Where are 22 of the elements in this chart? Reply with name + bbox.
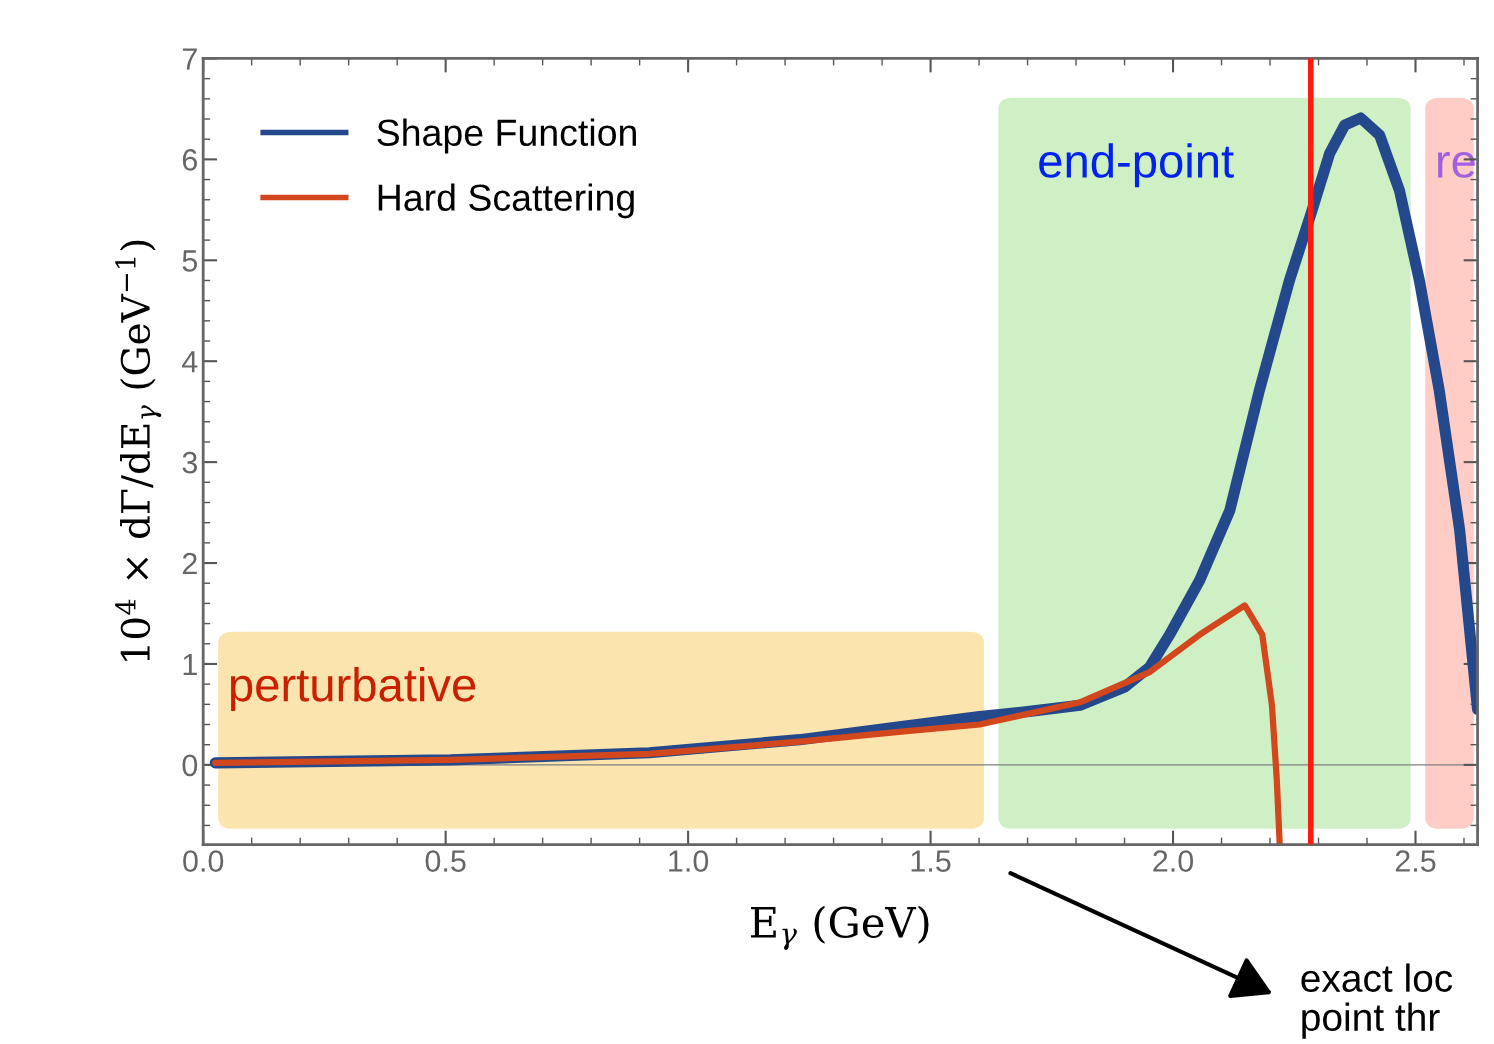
x-tick-label: 2.5 xyxy=(1395,850,1436,872)
y-tick-label: 6 xyxy=(182,149,197,171)
y-tick-label: 7 xyxy=(182,48,197,70)
band-label: end-point xyxy=(1039,143,1234,188)
x-tick-label: 0.5 xyxy=(425,850,466,872)
band-label: perturbative xyxy=(230,666,476,711)
y-axis-title: 10$^{4}$ × dΓ/dE$_{γ}$ (GeV$^{−1}$) xyxy=(115,240,162,661)
band-label: re xyxy=(1438,151,1475,178)
x-tick-label: 1.5 xyxy=(911,850,951,872)
text: exact loc point thr xyxy=(1301,963,1453,1039)
legend-label: Hard Scattering xyxy=(378,183,634,219)
y-tick-label: 5 xyxy=(182,250,198,272)
y-tick-label: 0 xyxy=(182,754,198,777)
y-tick-label: 2 xyxy=(182,552,197,575)
legend-label: Shape Function xyxy=(377,118,636,154)
x-tick-label: 2.0 xyxy=(1153,850,1194,872)
x-axis-title: E$_{γ}$ (GeV) xyxy=(751,905,929,950)
x-tick-label: 0.0 xyxy=(183,850,224,872)
y-tick-label: 1 xyxy=(183,654,197,676)
y-tick-label: 4 xyxy=(182,351,198,373)
x-tick-label: 1.0 xyxy=(669,850,709,872)
y-tick-label: 3 xyxy=(182,451,197,474)
